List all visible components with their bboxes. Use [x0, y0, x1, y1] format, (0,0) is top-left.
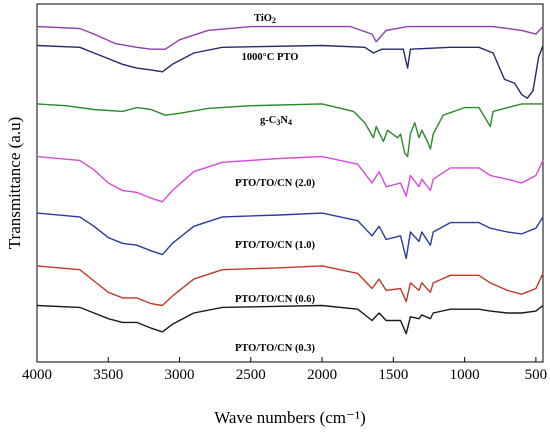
x-tick-label-2000: 2000: [307, 367, 337, 383]
x-tick-label-2500: 2500: [236, 367, 266, 383]
series-label-tio: TiO2: [254, 13, 276, 25]
series-line-pto-to-cn-0-6: [36, 265, 544, 307]
series-label-pto-to-cn-1-0: PTO/TO/CN (1.0): [235, 240, 316, 251]
x-axis-title: Wave numbers (cm⁻¹): [214, 408, 365, 427]
series-line-pto-to-cn-0-3: [36, 304, 544, 335]
x-tick-label-500: 500: [525, 367, 548, 383]
x-tick-label-4000: 4000: [22, 367, 52, 383]
series-line-1000-c-pto: [36, 44, 544, 99]
series-label-pto-to-cn-0-3: PTO/TO/CN (0.3): [235, 343, 316, 354]
series-layer: TiO2 1000°C PTO g-C3N4 PTO/TO/CN (2.0) PTO/T…: [36, 13, 544, 354]
x-tick-label-1000: 1000: [450, 367, 480, 383]
series-label-1000-c-pto: 1000°C PTO: [242, 52, 299, 63]
x-tick-layer: 4000 3500 3000 2500 2000 1500 1000 500: [22, 357, 547, 383]
series-label-pto-to-cn-0-6: PTO/TO/CN (0.6): [235, 294, 316, 305]
series-line-pto-to-cn-2-0: [36, 155, 544, 203]
series-label-pto-to-cn-2-0: PTO/TO/CN (2.0): [235, 178, 316, 189]
plot-frame: [36, 3, 544, 363]
series-line-pto-to-cn-1-0: [36, 212, 544, 260]
x-tick-label-3000: 3000: [165, 367, 195, 383]
series-line-g-c-n: [36, 103, 543, 158]
series-line-tio: [36, 25, 544, 50]
y-axis-title: Transmittance (a.u): [5, 117, 24, 250]
x-tick-label-3500: 3500: [93, 367, 123, 383]
x-tick-label-1500: 1500: [378, 367, 408, 383]
series-label-g-c-n: g-C3N4: [260, 115, 292, 127]
